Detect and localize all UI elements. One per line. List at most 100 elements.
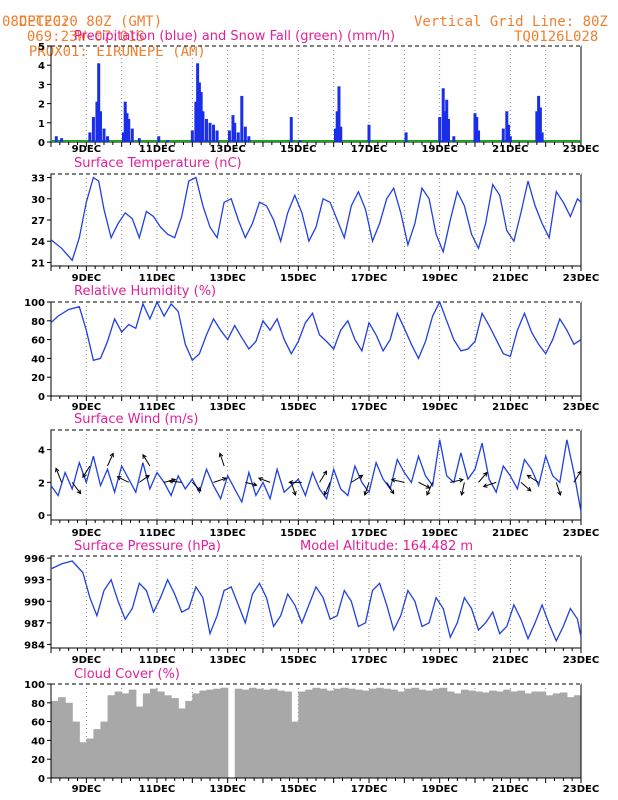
precip-bar (106, 136, 110, 142)
cloud-bar (361, 690, 370, 778)
y-tick-label: 100 (24, 298, 45, 309)
precip-bar (475, 117, 479, 142)
y-tick-label: 80 (31, 317, 45, 328)
precip-bar (95, 101, 99, 142)
y-tick-label: 4 (38, 446, 45, 457)
wind-arrow-head (168, 478, 174, 484)
wind-arrow (169, 480, 182, 483)
precip-bar (445, 99, 449, 142)
wind-arrow-head (288, 480, 294, 485)
chart-title: Relative Humidity (%) (74, 284, 216, 299)
precip-bar (97, 63, 101, 142)
precip-bar (243, 126, 247, 142)
cloud-bar (157, 691, 165, 778)
x-tick-label: 19DEC (421, 144, 457, 155)
cloud-bar (291, 721, 299, 778)
cloud-bar (475, 691, 483, 778)
precip-bar (339, 126, 343, 142)
precip-bar (540, 132, 544, 142)
cloud-bar (100, 721, 109, 778)
cloud-bar (171, 698, 179, 778)
wind-arrow (71, 482, 81, 494)
cloud-bar (467, 690, 476, 778)
precip-bar (404, 132, 408, 142)
cloud-bar (199, 690, 208, 778)
x-tick-label: 17DEC (351, 784, 387, 795)
wind-arrow-head (292, 490, 297, 496)
cloud-bar (376, 687, 384, 778)
chart-panel-5: 9DEC 11DEC 13DEC 15DEC 17DEC 19DEC 21DEC 23DEC 0… (24, 667, 599, 795)
data-line (50, 300, 582, 362)
precip-bar (54, 136, 58, 142)
precip-bar (443, 111, 447, 142)
wind-arrow-head (483, 471, 488, 477)
cloud-bar (503, 689, 511, 778)
wind-arrow-head (257, 477, 263, 482)
precip-bar (166, 140, 170, 142)
chart-title: Surface Temperature (nC) (74, 156, 242, 171)
wind-arrow-head (363, 490, 369, 496)
y-tick-label: 984 (24, 640, 45, 651)
y-tick-label: 60 (31, 336, 45, 347)
cloud-bar (453, 693, 462, 778)
wind-arrow (117, 476, 129, 483)
y-tick-label: 100 (24, 680, 45, 691)
cloud-bar (178, 708, 186, 778)
precip-bar (289, 117, 293, 142)
precip-bar (507, 124, 511, 142)
wind-arrow-head (196, 486, 202, 492)
wind-arrow (426, 482, 434, 496)
y-tick-label: 2 (38, 478, 45, 489)
wind-arrow (351, 474, 363, 483)
y-tick-label: 60 (31, 718, 45, 729)
x-tick-label: 21DEC (492, 144, 528, 155)
x-tick-label: 19DEC (421, 784, 457, 795)
precip-bar (227, 130, 231, 142)
wind-arrow (139, 474, 150, 483)
wind-arrow (483, 481, 497, 488)
precip-bar (367, 124, 371, 142)
precip-bar (91, 117, 95, 142)
wind-arrow (55, 468, 63, 483)
y-tick-label: 20 (31, 755, 45, 766)
chart-annotation: Model Altitude: 164.482 m (300, 539, 473, 554)
wind-arrow-head (389, 489, 395, 495)
precip-bar (333, 128, 337, 142)
chart-title: Surface Wind (m/s) (74, 412, 198, 427)
precip-bar (240, 95, 244, 142)
precip-bar (196, 63, 200, 142)
y-tick-label: 1 (38, 119, 45, 130)
cloud-bar (135, 706, 144, 778)
chart-title: Precipitation (blue) and Snow Fall (gree… (74, 29, 395, 44)
plot-frame (50, 173, 582, 267)
x-tick-label: 15DEC (280, 655, 316, 666)
precip-bar (505, 111, 509, 142)
x-tick-label: 11DEC (139, 784, 175, 795)
cloud-bar (93, 729, 102, 778)
wind-arrow-head (76, 489, 82, 495)
y-tick-label: 24 (31, 237, 45, 248)
cloud-bar (510, 691, 518, 778)
cloud-bar (326, 690, 335, 778)
x-tick-label: 11DEC (139, 655, 175, 666)
cloud-bar (552, 693, 561, 778)
wind-arrow (478, 472, 488, 483)
x-tick-label: 11DEC (139, 144, 175, 155)
precip-bar (137, 138, 141, 142)
y-tick-label: 33 (31, 174, 45, 185)
cloud-bar (340, 687, 349, 778)
wind-arrow-head (82, 473, 87, 479)
wind-arrow (213, 477, 227, 483)
x-tick-label: 23DEC (563, 655, 599, 666)
data-line (50, 560, 582, 643)
precip-bar (473, 113, 477, 142)
precip-bar (199, 92, 203, 142)
y-tick-label: 30 (31, 195, 45, 206)
x-tick-label: 19DEC (421, 655, 457, 666)
cloud-bar (559, 692, 568, 778)
wind-arrow-head (526, 474, 532, 480)
wind-arrow-head (222, 476, 228, 482)
cloud-bar (418, 689, 427, 778)
x-tick-label: 17DEC (351, 144, 387, 155)
plot-frame (50, 555, 582, 649)
